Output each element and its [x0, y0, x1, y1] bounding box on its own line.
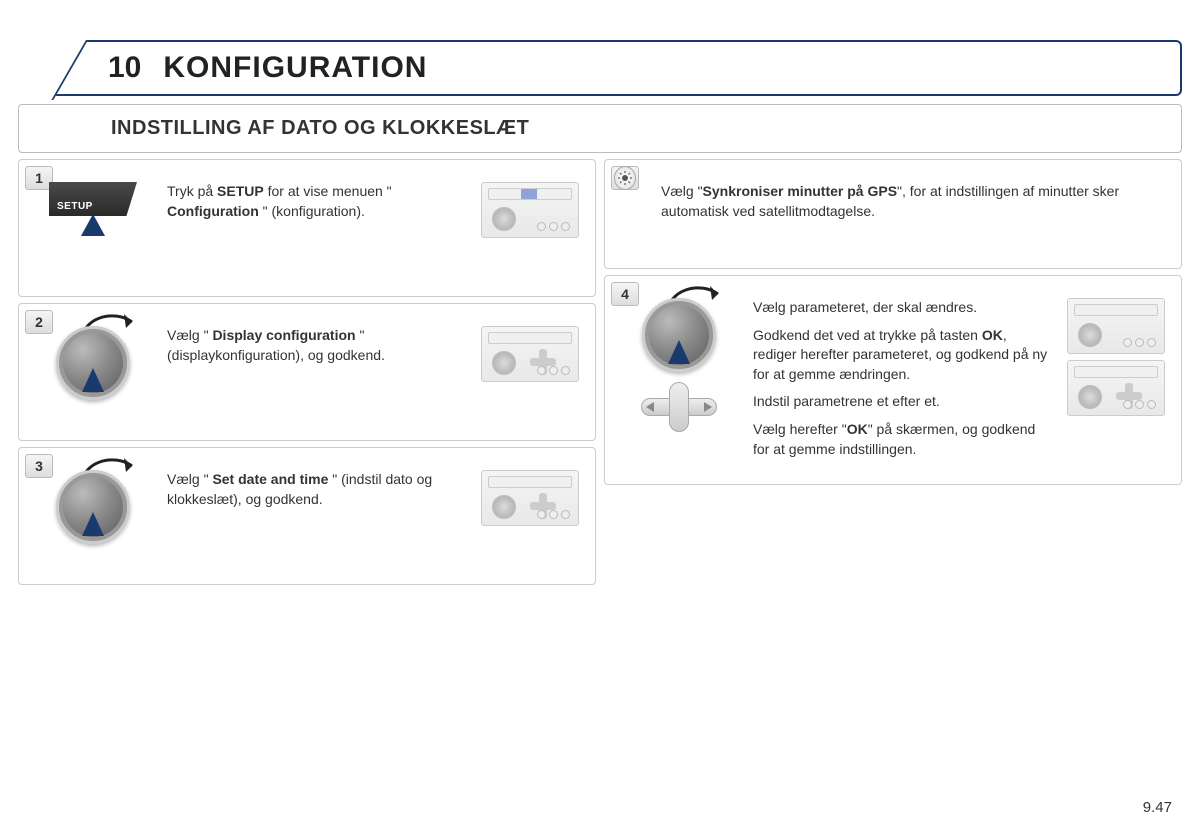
- step-2: 2 Vælg " Display configuration " (displa…: [18, 303, 596, 441]
- step-1: 1 SETUP Tryk på SETUP for at vise menuen…: [18, 159, 596, 297]
- step-2-diagram: [481, 326, 581, 382]
- rotary-dial-icon: [642, 298, 716, 372]
- radio-panel-icon: [1067, 360, 1165, 416]
- step-badge: 1: [25, 166, 53, 190]
- t-bold: Configuration: [167, 203, 259, 219]
- t-bold: Display configuration: [212, 327, 355, 343]
- t: for at vise menuen ": [264, 183, 392, 199]
- step-3-icon-col: [33, 470, 153, 544]
- rotary-dial-icon: [56, 470, 130, 544]
- step-2-text: Vælg " Display configuration " (displayk…: [167, 326, 467, 373]
- hint-box: Vælg "Synkroniser minutter på GPS", for …: [604, 159, 1182, 269]
- setup-key-label: SETUP: [49, 182, 137, 216]
- t: Godkend det ved at trykke på tasten: [753, 327, 982, 343]
- t-bold: OK: [982, 327, 1003, 343]
- radio-panel-icon: [481, 470, 579, 526]
- arrow-up-icon: [82, 512, 104, 536]
- t: Vælg ": [167, 327, 212, 343]
- section-title: KONFIGURATION: [163, 51, 427, 85]
- t: Vælg herefter ": [753, 421, 847, 437]
- section-subtitle: INDSTILLING AF DATO OG KLOKKESLÆT: [18, 104, 1182, 153]
- arrow-up-icon: [668, 340, 690, 364]
- step-4: 4 Vælg parameteret, der skal ændres.: [604, 275, 1182, 485]
- t: Tryk på: [167, 183, 217, 199]
- dpad-icon: [641, 382, 717, 432]
- t-bold: OK: [847, 421, 868, 437]
- arrow-up-icon: [81, 214, 105, 236]
- t: Vælg parameteret, der skal ændres.: [753, 298, 1053, 318]
- step-3-diagram: [481, 470, 581, 526]
- step-1-text: Tryk på SETUP for at vise menuen " Confi…: [167, 182, 467, 229]
- right-column: Vælg "Synkroniser minutter på GPS", for …: [604, 159, 1182, 585]
- step-4-text: Vælg parameteret, der skal ændres. Godke…: [753, 298, 1053, 467]
- step-badge: 3: [25, 454, 53, 478]
- t-bold: SETUP: [217, 183, 264, 199]
- page-number: 9.47: [1143, 799, 1172, 816]
- lightbulb-icon: [614, 166, 636, 190]
- section-title-bar: 10 KONFIGURATION: [18, 40, 1182, 96]
- step-1-icon-col: SETUP: [33, 182, 153, 236]
- hint-badge: [611, 166, 639, 190]
- radio-panel-icon: [481, 326, 579, 382]
- step-2-icon-col: [33, 326, 153, 400]
- radio-panel-icon: [1067, 298, 1165, 354]
- rotary-dial-icon: [56, 326, 130, 400]
- t: Indstil parametrene et efter et.: [753, 392, 1053, 412]
- radio-panel-icon: [481, 182, 579, 238]
- step-1-diagram: [481, 182, 581, 238]
- step-4-diagram: [1067, 298, 1167, 416]
- step-3: 3 Vælg " Set date and time " (indstil da…: [18, 447, 596, 585]
- left-column: 1 SETUP Tryk på SETUP for at vise menuen…: [18, 159, 596, 585]
- t: Vælg ": [661, 183, 703, 199]
- step-4-icon-col: [619, 298, 739, 432]
- step-badge: 2: [25, 310, 53, 334]
- t-bold: Synkroniser minutter på GPS: [703, 183, 898, 199]
- t: Vælg ": [167, 471, 212, 487]
- content-columns: 1 SETUP Tryk på SETUP for at vise menuen…: [18, 159, 1182, 585]
- t: " (konfiguration).: [259, 203, 365, 219]
- arrow-up-icon: [82, 368, 104, 392]
- t-bold: Set date and time: [212, 471, 328, 487]
- section-number: 10: [108, 51, 141, 85]
- step-badge: 4: [611, 282, 639, 306]
- step-3-text: Vælg " Set date and time " (indstil dato…: [167, 470, 467, 517]
- hint-text: Vælg "Synkroniser minutter på GPS", for …: [661, 182, 1167, 229]
- setup-button-icon: SETUP: [49, 182, 137, 236]
